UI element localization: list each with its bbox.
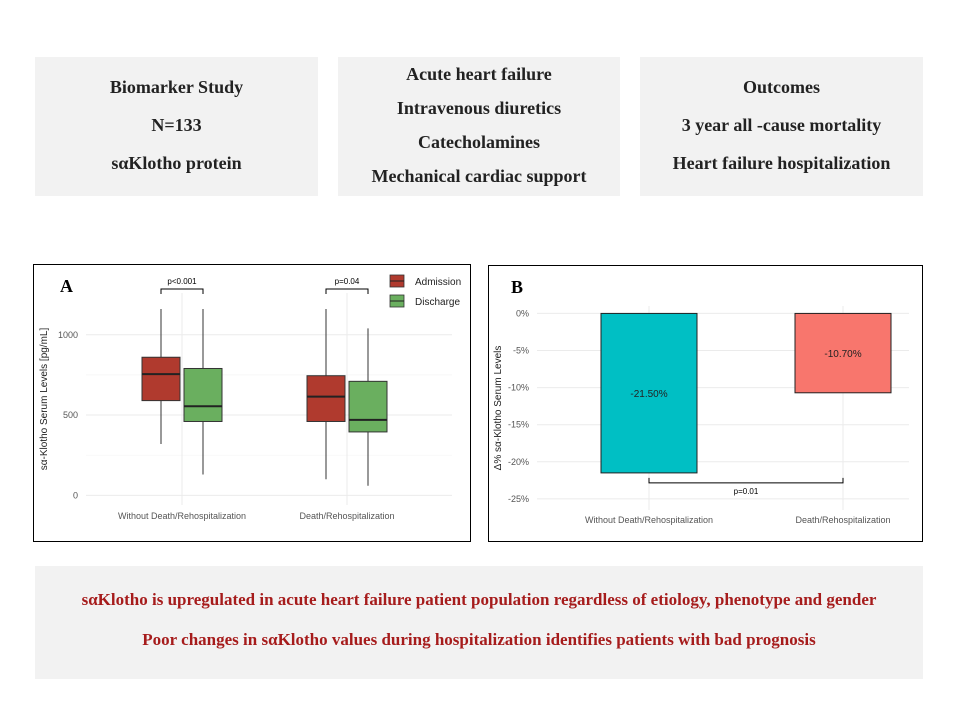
y-tick-label: -10% xyxy=(508,383,529,393)
study-title: Biomarker Study xyxy=(109,77,244,97)
p-value-label: p=0.01 xyxy=(734,487,759,496)
y-tick-label: -15% xyxy=(508,420,529,430)
conclusion-line-1: sαKlotho is upregulated in acute heart f… xyxy=(81,590,877,609)
y-tick-label: -25% xyxy=(508,494,529,504)
bar xyxy=(600,312,698,474)
significance-bracket xyxy=(160,288,204,295)
population-item: Intravenous diuretics xyxy=(396,98,562,118)
panel-a-letter: A xyxy=(60,276,73,296)
population-item: Acute heart failure xyxy=(406,64,552,84)
study-info-box: Biomarker Study N=133 sαKlotho protein xyxy=(35,57,318,196)
x-tick-label: Without Death/Rehospitalization xyxy=(585,515,713,525)
box-discharge xyxy=(183,367,223,422)
y-tick-label: -20% xyxy=(508,457,529,467)
p-value-label: p=0.04 xyxy=(335,277,360,286)
population-item: Catecholamines xyxy=(418,132,540,152)
population-item: Mechanical cardiac support xyxy=(371,166,587,186)
bar-value-label: -10.70% xyxy=(824,349,861,360)
p-value-label: p<0.001 xyxy=(167,277,197,286)
x-tick-label: Death/Rehospitalization xyxy=(795,515,890,525)
y-tick-label: 1000 xyxy=(58,330,78,340)
outcome-item: Heart failure hospitalization xyxy=(672,153,891,173)
box-admission xyxy=(141,356,181,402)
box-admission xyxy=(306,375,346,422)
x-tick-label: Death/Rehospitalization xyxy=(299,511,394,521)
y-tick-label: 0 xyxy=(73,490,78,500)
conclusion-line-2: Poor changes in sαKlotho values during h… xyxy=(142,630,816,649)
significance-bracket xyxy=(648,477,844,484)
outcomes-box: Outcomes 3 year all -cause mortality Hea… xyxy=(640,57,923,196)
x-tick-label: Without Death/Rehospitalization xyxy=(118,511,246,521)
panel-b-letter: B xyxy=(511,277,524,297)
population-box: Acute heart failure Intravenous diuretic… xyxy=(338,57,620,196)
y-tick-label: -5% xyxy=(513,346,529,356)
legend-label: Discharge xyxy=(415,297,460,308)
bar-chart: 0% -5% -10% -15% -20% -25% Δ% sα-Klotho Serum … xyxy=(493,306,909,525)
outcomes-title: Outcomes xyxy=(743,77,820,97)
outcome-item: 3 year all -cause mortality xyxy=(681,115,882,135)
boxplot-chart: 0 500 1000 sα-Klotho Serum Levels [pg/mL] Wi… xyxy=(39,274,461,521)
y-axis-label: Δ% sα-Klotho Serum Levels xyxy=(493,346,504,471)
y-tick-label: 500 xyxy=(63,410,78,420)
y-tick-label: 0% xyxy=(516,308,529,318)
bar-value-label: -21.50% xyxy=(630,389,667,400)
conclusions-box: sαKlotho is upregulated in acute heart f… xyxy=(35,566,923,679)
study-biomarker: sαKlotho protein xyxy=(111,153,242,173)
y-axis-label: sα-Klotho Serum Levels [pg/mL] xyxy=(39,328,50,471)
legend-label: Admission xyxy=(415,277,461,288)
significance-bracket xyxy=(325,288,369,295)
panel-a: A 0 500 1000 sα-Klotho Serum Levels [pg/mL]… xyxy=(33,264,471,542)
study-sample-size: N=133 xyxy=(151,115,202,135)
bar xyxy=(794,312,892,394)
panel-b: B 0% -5% -10% -15% -20% -25% Δ% sα-Klotho Seru… xyxy=(488,265,923,542)
box-discharge xyxy=(348,380,388,433)
